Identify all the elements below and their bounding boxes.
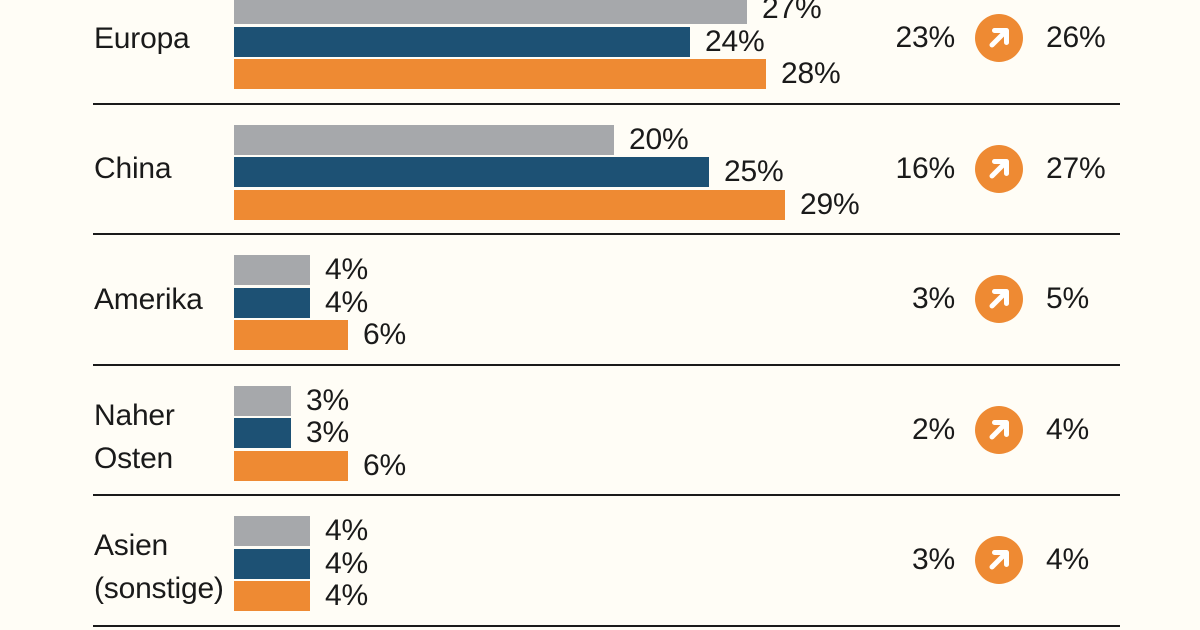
bar-value-label: 4%: [325, 285, 368, 319]
bar-row: 4%: [234, 516, 368, 546]
region-label-line: (sonstige): [94, 572, 224, 606]
bar-gray: [234, 255, 310, 285]
bar-row: 4%: [234, 546, 368, 580]
bar-value-label: 24%: [705, 24, 765, 58]
arrow-up-right-icon: [989, 289, 1009, 309]
bar-row: 29%: [234, 187, 860, 221]
change-from-value: 3%: [912, 543, 955, 577]
bar-value-label: 3%: [306, 383, 349, 417]
change-from-value: 3%: [912, 282, 955, 316]
bar-value-label: 27%: [762, 0, 822, 25]
bar-row: 3%: [234, 383, 349, 417]
region-label: China: [94, 105, 234, 234]
bar-gray: [234, 0, 747, 24]
bar-row: 28%: [234, 57, 841, 90]
arrow-up-right-icon: [989, 550, 1009, 570]
region-label: Asien (sonstige): [94, 503, 234, 630]
region-group: Amerika 4% 4% 6% 3% 5%: [93, 235, 1120, 366]
bar-value-label: 25%: [724, 155, 784, 188]
region-label-line: Asien: [94, 529, 169, 563]
bar-orange: [234, 320, 348, 350]
region-group: Naher Osten 3% 3% 6% 2% 4%: [93, 366, 1120, 496]
bar-blue: [234, 26, 690, 57]
region-label-line: Europa: [94, 21, 190, 55]
bar-value-label: 4%: [325, 514, 368, 547]
region-group: Asien (sonstige) 4% 4% 4% 3% 4%: [93, 496, 1120, 627]
change-to-value: 4%: [1046, 412, 1089, 446]
bar-row: 4%: [234, 285, 368, 319]
region-label: Amerika: [94, 235, 234, 364]
region-group: Europa 27% 24% 28% 23% 26%: [93, 0, 1120, 105]
bar-orange: [234, 59, 766, 89]
bar-value-label: 28%: [781, 57, 841, 90]
bar-row: 20%: [234, 122, 689, 156]
bar-row: 25%: [234, 155, 784, 188]
change-to-value: 26%: [1046, 21, 1106, 55]
bar-row: 6%: [234, 448, 406, 482]
change-from-value: 23%: [895, 21, 956, 55]
bar-gray: [234, 124, 614, 155]
region-label-line: China: [94, 152, 172, 186]
trend-up-circle: [975, 275, 1023, 324]
region-label: Naher Osten: [94, 373, 234, 502]
bar-value-label: 4%: [325, 253, 368, 286]
change-from-value: 16%: [895, 151, 956, 185]
region-label-line: Osten: [94, 441, 174, 475]
bar-row: 4%: [234, 581, 368, 611]
arrow-up-right-icon: [989, 158, 1009, 179]
region-label-line: Amerika: [94, 282, 203, 316]
bar-value-label: 6%: [363, 318, 406, 351]
change-to-value: 4%: [1046, 543, 1089, 577]
bar-value-label: 29%: [800, 187, 860, 221]
bar-blue: [234, 548, 310, 579]
bar-row: 4%: [234, 255, 368, 285]
bar-blue: [234, 157, 709, 187]
bar-value-label: 20%: [629, 122, 689, 156]
region-label-line: Naher: [94, 398, 175, 432]
bar-row: 3%: [234, 418, 349, 448]
bar-blue: [234, 287, 310, 318]
change-to-value: 5%: [1046, 282, 1089, 316]
change-to-value: 27%: [1046, 151, 1106, 185]
change-from-value: 2%: [912, 412, 955, 446]
arrow-up-right-icon: [989, 419, 1009, 440]
bar-gray: [234, 385, 291, 416]
bar-gray: [234, 516, 310, 546]
bar-orange: [234, 581, 310, 611]
bar-blue: [234, 418, 291, 448]
trend-up-circle: [975, 536, 1023, 585]
region-group: China 20% 25% 29% 16% 27%: [93, 105, 1120, 235]
region-label: Europa: [94, 0, 234, 103]
bar-orange: [234, 189, 785, 220]
trend-up-circle: [975, 144, 1023, 193]
bar-orange: [234, 450, 348, 481]
bar-row: 27%: [234, 0, 822, 25]
bar-value-label: 6%: [363, 448, 406, 482]
bar-row: 6%: [234, 320, 406, 350]
trend-up-circle: [975, 14, 1023, 63]
trend-up-circle: [975, 405, 1023, 454]
bar-value-label: 3%: [306, 416, 349, 449]
bar-value-label: 4%: [325, 579, 368, 612]
bar-row: 24%: [234, 24, 765, 58]
arrow-up-right-icon: [989, 28, 1009, 48]
bar-value-label: 4%: [325, 546, 368, 580]
